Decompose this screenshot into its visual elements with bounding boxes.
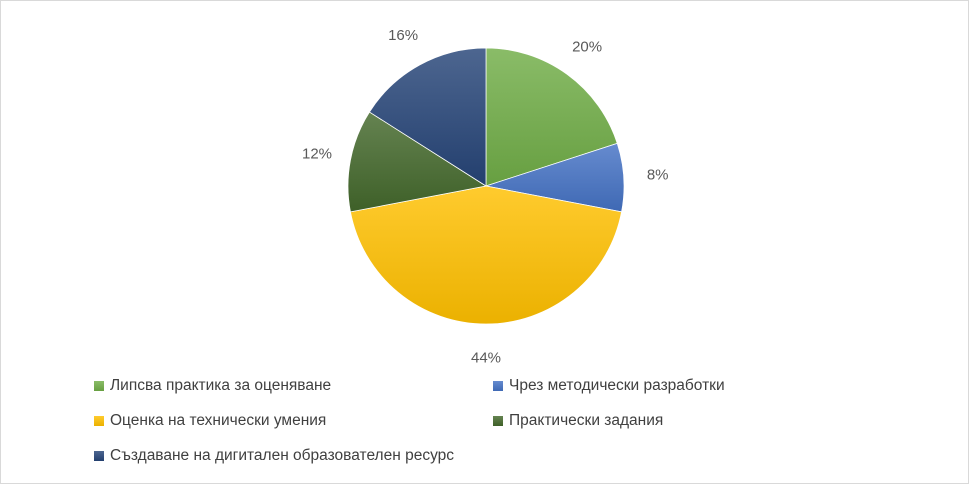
- pie-slice-4: [368, 47, 487, 187]
- pie-slice-3: [347, 111, 488, 213]
- slice-value-label-2: 44%: [471, 350, 501, 367]
- pie-slice-2: [350, 185, 622, 325]
- slice-value-label-3: 12%: [302, 145, 332, 162]
- pie-value-labels: 20% 8% 44% 12% 16%: [302, 27, 669, 367]
- pie-slice-0: [485, 47, 618, 187]
- slice-value-label-1: 8%: [647, 167, 669, 184]
- slice-value-label-0: 20%: [572, 38, 602, 55]
- pie-slices: [347, 47, 625, 325]
- slice-value-label-4: 16%: [388, 27, 418, 44]
